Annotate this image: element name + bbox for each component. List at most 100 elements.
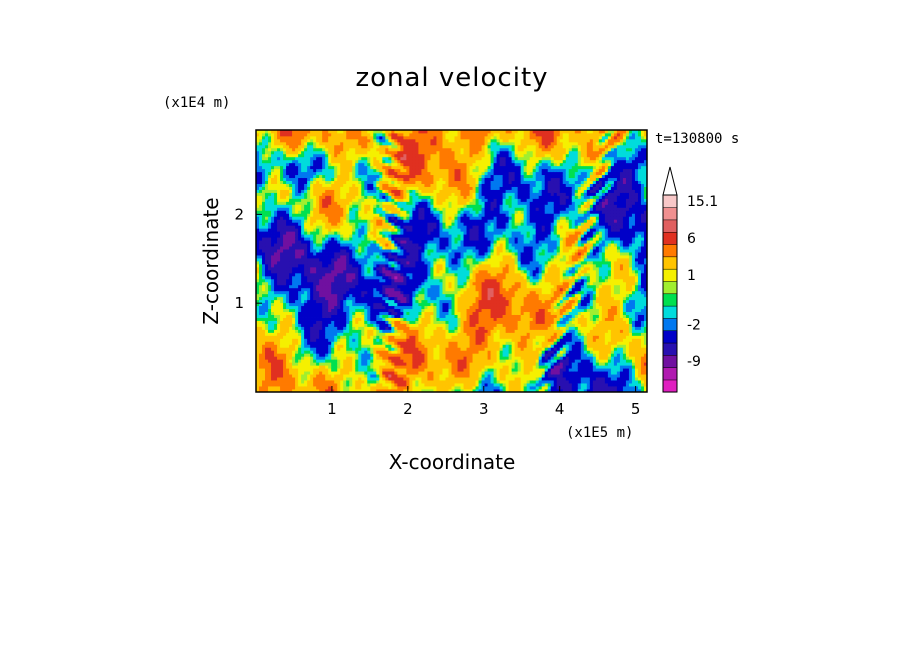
- contour-cell: [256, 132, 260, 137]
- contour-cell: [307, 362, 311, 366]
- contour-cell: [397, 141, 401, 146]
- contour-cell: [358, 177, 362, 182]
- contour-cell: [352, 308, 356, 313]
- contour-cell: [277, 213, 281, 217]
- contour-cell: [307, 130, 311, 134]
- contour-cell: [346, 296, 350, 301]
- contour-cell: [280, 353, 284, 357]
- contour-cell: [328, 258, 332, 262]
- contour-cell: [319, 213, 323, 217]
- contour-cell: [343, 198, 347, 202]
- contour-cell: [268, 249, 272, 253]
- contour-cell: [286, 150, 290, 155]
- contour-cell: [379, 168, 383, 173]
- contour-cell: [358, 183, 362, 187]
- contour-cell: [385, 302, 389, 307]
- contour-cell: [388, 162, 392, 167]
- contour-cell: [328, 171, 332, 176]
- contour-cell: [379, 371, 383, 375]
- contour-cell: [286, 281, 290, 286]
- contour-cell: [349, 323, 353, 327]
- contour-cell: [373, 308, 377, 313]
- contour-cell: [319, 323, 323, 327]
- contour-cell: [370, 365, 374, 369]
- contour-cell: [328, 359, 332, 363]
- contour-cell: [298, 293, 302, 298]
- contour-cell: [376, 371, 380, 375]
- contour-cell: [340, 153, 344, 158]
- contour-cell: [286, 317, 290, 321]
- contour-cell: [355, 168, 359, 173]
- contour-cell: [325, 135, 329, 140]
- contour-cell: [307, 159, 311, 164]
- contour-cell: [298, 165, 302, 170]
- contour-cell: [400, 219, 404, 223]
- contour-cell: [412, 362, 416, 366]
- contour-cell: [271, 174, 275, 179]
- contour-cell: [256, 237, 260, 241]
- contour-cell: [271, 258, 275, 262]
- contour-cell: [376, 246, 380, 250]
- contour-cell: [325, 278, 329, 283]
- contour-cell: [268, 371, 272, 375]
- contour-cell: [340, 317, 344, 321]
- contour-cell: [328, 213, 332, 217]
- contour-cell: [358, 287, 362, 292]
- contour-cell: [376, 383, 380, 387]
- contour-cell: [298, 153, 302, 158]
- contour-cell: [268, 234, 272, 238]
- contour-cell: [391, 329, 395, 333]
- contour-cell: [394, 356, 398, 360]
- contour-cell: [271, 261, 275, 265]
- contour-cell: [400, 350, 404, 354]
- contour-cell: [268, 329, 272, 333]
- contour-cell: [364, 210, 368, 214]
- contour-cell: [388, 341, 392, 345]
- contour-cell: [352, 144, 356, 149]
- contour-cell: [322, 150, 326, 155]
- contour-cell: [340, 207, 344, 211]
- contour-cell: [364, 195, 368, 199]
- contour-cell: [301, 171, 305, 176]
- contour-cell: [283, 231, 287, 235]
- contour-cell: [343, 153, 347, 158]
- contour-cell: [349, 344, 353, 348]
- contour-cell: [277, 266, 281, 271]
- contour-cell: [391, 338, 395, 342]
- contour-cell: [364, 180, 368, 184]
- contour-cell: [298, 290, 302, 295]
- contour-cell: [262, 338, 266, 342]
- contour-cell: [358, 165, 362, 170]
- contour-cell: [385, 234, 389, 238]
- contour-cell: [364, 314, 368, 318]
- contour-cell: [313, 165, 317, 170]
- contour-cell: [277, 278, 281, 283]
- contour-cell: [364, 237, 368, 241]
- contour-cell: [316, 263, 320, 268]
- contour-cell: [403, 189, 407, 193]
- contour-cell: [343, 210, 347, 214]
- contour-cell: [313, 141, 317, 146]
- contour-cell: [397, 153, 401, 158]
- contour-cell: [421, 231, 425, 235]
- contour-cell: [406, 189, 410, 193]
- contour-cell: [316, 189, 320, 193]
- contour-cell: [370, 293, 374, 298]
- contour-cell: [346, 272, 350, 277]
- contour-cell: [361, 177, 365, 182]
- contour-cell: [385, 165, 389, 170]
- contour-cell: [406, 278, 410, 283]
- contour-cell: [424, 240, 428, 244]
- contour-cell: [331, 359, 335, 363]
- contour-cell: [334, 207, 338, 211]
- contour-cell: [403, 371, 407, 375]
- contour-cell: [343, 380, 347, 384]
- contour-cell: [313, 284, 317, 289]
- contour-cell: [298, 284, 302, 289]
- contour-cell: [400, 377, 404, 381]
- contour-cell: [415, 278, 419, 283]
- contour-cell: [346, 338, 350, 342]
- contour-cell: [397, 266, 401, 271]
- contour-cell: [403, 317, 407, 321]
- contour-cell: [340, 323, 344, 327]
